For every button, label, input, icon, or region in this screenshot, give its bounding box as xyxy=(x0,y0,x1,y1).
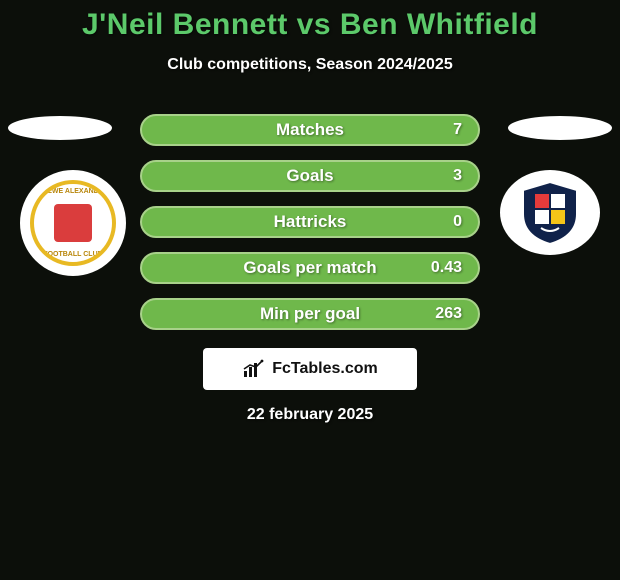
club-crest-right xyxy=(506,174,594,252)
club-crest-left: CREWE ALEXANDRA FOOTBALL CLUB xyxy=(30,180,116,266)
stat-value-right: 263 xyxy=(435,305,462,323)
chart-icon xyxy=(242,359,268,379)
stat-rows: Matches 7 Goals 3 Hattricks 0 Goals per … xyxy=(140,114,480,330)
stat-label: Hattricks xyxy=(274,212,347,232)
club-badge-right xyxy=(500,170,600,255)
badge-text-top: CREWE ALEXANDRA xyxy=(37,188,109,195)
brand-text: FcTables.com xyxy=(272,360,378,378)
stat-value-right: 7 xyxy=(453,121,462,139)
stat-bar-hattricks: Hattricks 0 xyxy=(140,206,480,238)
stat-value-right: 0 xyxy=(453,213,462,231)
stat-bar-gpm: Goals per match 0.43 xyxy=(140,252,480,284)
badge-text-bot: FOOTBALL CLUB xyxy=(43,251,102,258)
stat-bar-mpg: Min per goal 263 xyxy=(140,298,480,330)
player-photo-right xyxy=(508,116,612,140)
stat-bar-goals: Goals 3 xyxy=(140,160,480,192)
stat-bar-matches: Matches 7 xyxy=(140,114,480,146)
stat-value-right: 3 xyxy=(453,167,462,185)
date-text: 22 february 2025 xyxy=(247,406,373,424)
subtitle: Club competitions, Season 2024/2025 xyxy=(167,56,452,74)
stat-label: Goals per match xyxy=(243,258,376,278)
stat-label: Goals xyxy=(286,166,333,186)
stat-label: Matches xyxy=(276,120,344,140)
page-title: J'Neil Bennett vs Ben Whitfield xyxy=(82,8,538,42)
stat-label: Min per goal xyxy=(260,304,360,324)
comparison-card: J'Neil Bennett vs Ben Whitfield Club com… xyxy=(0,0,620,424)
stat-value-right: 0.43 xyxy=(431,259,462,277)
brand-box[interactable]: FcTables.com xyxy=(203,348,417,390)
player-photo-left xyxy=(8,116,112,140)
club-badge-left: CREWE ALEXANDRA FOOTBALL CLUB xyxy=(20,170,126,276)
stats-area: CREWE ALEXANDRA FOOTBALL CLUB Matches 7 xyxy=(0,110,620,340)
shield-icon xyxy=(515,178,585,248)
